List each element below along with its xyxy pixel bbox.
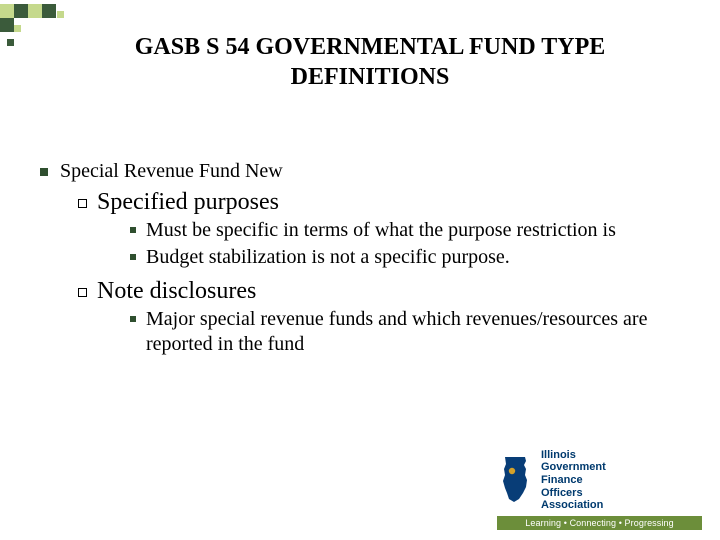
illinois-map-icon <box>497 455 535 505</box>
bullet-level2: Note disclosures <box>78 278 680 305</box>
slide-title: GASB S 54 GOVERNMENTAL FUND TYPE DEFINIT… <box>90 32 650 92</box>
deco-square <box>14 4 28 18</box>
level3-text: Budget stabilization is not a specific p… <box>146 245 510 270</box>
deco-square <box>57 11 64 18</box>
open-square-bullet-icon <box>78 199 87 208</box>
bullet-level3: Must be specific in terms of what the pu… <box>130 218 680 243</box>
deco-square <box>14 25 21 32</box>
level3-text: Must be specific in terms of what the pu… <box>146 218 616 243</box>
logo-row: Illinois Government Finance Officers Ass… <box>497 449 702 512</box>
small-square-bullet-icon <box>130 254 136 260</box>
level3-text: Major special revenue funds and which re… <box>146 307 680 357</box>
deco-square <box>0 18 14 32</box>
bullet-level3: Major special revenue funds and which re… <box>130 307 680 357</box>
org-line: Finance <box>541 474 606 487</box>
org-line: Government <box>541 461 606 474</box>
slide-body: Special Revenue Fund New Specified purpo… <box>40 160 680 357</box>
small-square-bullet-icon <box>130 227 136 233</box>
deco-square <box>0 4 14 18</box>
square-bullet-icon <box>40 168 48 176</box>
bullet-level1: Special Revenue Fund New <box>40 160 680 183</box>
org-line: Association <box>541 499 606 512</box>
deco-square <box>7 39 14 46</box>
open-square-bullet-icon <box>78 288 87 297</box>
level2-text: Note disclosures <box>97 278 256 305</box>
org-line: Illinois <box>541 449 606 462</box>
footer-logo-block: Illinois Government Finance Officers Ass… <box>497 449 702 530</box>
bullet-level2: Specified purposes <box>78 189 680 216</box>
bullet-level3: Budget stabilization is not a specific p… <box>130 245 680 270</box>
deco-square <box>42 4 56 18</box>
slide: GASB S 54 GOVERNMENTAL FUND TYPE DEFINIT… <box>0 0 720 540</box>
org-name: Illinois Government Finance Officers Ass… <box>541 449 606 512</box>
footer-tagline: Learning • Connecting • Progressing <box>497 516 702 530</box>
org-line: Officers <box>541 487 606 500</box>
level1-text: Special Revenue Fund New <box>60 160 283 183</box>
small-square-bullet-icon <box>130 316 136 322</box>
deco-square <box>28 4 42 18</box>
level2-text: Specified purposes <box>97 189 279 216</box>
